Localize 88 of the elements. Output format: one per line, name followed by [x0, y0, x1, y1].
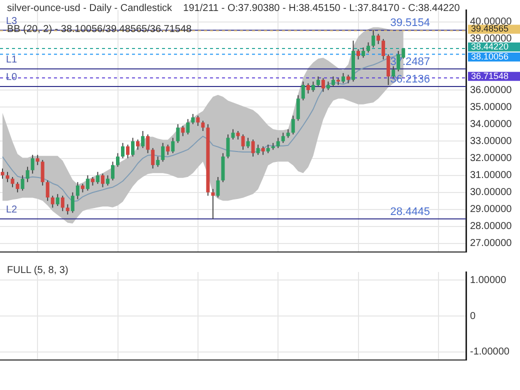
candlestick [56, 194, 60, 206]
candlestick [211, 188, 215, 220]
candlestick [40, 159, 44, 186]
candlestick [316, 76, 320, 88]
ref-line-label: L1 [6, 54, 18, 66]
candlestick [176, 124, 180, 144]
candlestick [241, 134, 245, 150]
candlestick [136, 139, 140, 150]
candlestick [276, 137, 280, 149]
annotation: 36.2136 [390, 73, 430, 86]
candlestick [0, 168, 4, 180]
candlestick [46, 180, 50, 202]
candlestick [110, 161, 114, 181]
candlestick [366, 42, 370, 54]
candlestick [126, 144, 130, 159]
candlestick [382, 38, 386, 60]
candlestick [296, 94, 300, 122]
y-tick-label: 35.00000 [470, 102, 512, 113]
candlestick [311, 81, 315, 92]
candlestick [341, 72, 345, 84]
candlestick [362, 46, 366, 58]
candlestick [30, 154, 34, 174]
candlestick [16, 182, 20, 193]
candlestick [376, 33, 380, 45]
candlestick [181, 125, 185, 137]
candlestick [251, 139, 255, 158]
candlestick [221, 152, 225, 183]
candlestick [321, 78, 325, 92]
candlestick [166, 144, 170, 156]
candlestick [20, 174, 24, 192]
y-tick-label: 34.00000 [470, 118, 512, 130]
candlestick [100, 173, 104, 188]
candlestick [50, 195, 54, 208]
candlestick [26, 166, 30, 183]
y-tick-label: 30.00000 [470, 187, 512, 198]
candlestick [106, 174, 110, 186]
y-tick-label: 31.00000 [470, 170, 512, 182]
candlestick [281, 132, 285, 144]
y-tick-label: 33.00000 [470, 136, 512, 147]
y-tick-label: 0 [470, 310, 476, 322]
candlestick [226, 134, 230, 159]
candlestick [186, 118, 190, 135]
candlestick [156, 156, 160, 168]
candlestick [201, 120, 205, 132]
chart-title: silver-ounce-usd - Daily - Candlestick 191/211 - O:37.90380 - H:38.45150 - L:37.84170 - C:38.44220 [7, 2, 460, 14]
y-tick-label: 27.00000 [470, 238, 512, 250]
candlestick [301, 81, 305, 101]
ref-line-label: L2 [6, 204, 18, 216]
candlestick [216, 176, 220, 198]
candlestick [60, 195, 64, 212]
y-tick-label: 1.00000 [470, 274, 507, 286]
candlestick [76, 182, 80, 200]
candlestick [306, 82, 310, 94]
candlestick [86, 174, 90, 192]
annotation: 28.4445 [390, 206, 430, 218]
ref-line-label: 38.44220 [471, 41, 509, 52]
candlestick [291, 115, 295, 135]
ref-line-label: 38.10056 [471, 51, 509, 62]
candlestick [231, 128, 235, 140]
candlestick [116, 152, 120, 168]
candlestick [171, 137, 175, 154]
candlestick [246, 137, 250, 149]
candlestick [256, 144, 260, 156]
chart-title: FULL (5, 8, 3) [7, 264, 68, 276]
ref-line-label: 36.71548 [471, 70, 509, 81]
y-tick-label: -1.00000 [470, 346, 510, 358]
ref-line-label: L0 [6, 72, 18, 84]
candlestick [70, 192, 74, 214]
candlestick [131, 137, 135, 158]
candlestick [151, 148, 155, 169]
y-tick-label: 29.00000 [470, 204, 512, 216]
candlestick [372, 30, 376, 48]
candlestick [331, 76, 335, 88]
candlestick [96, 171, 100, 184]
y-tick-label: 32.00000 [470, 153, 512, 164]
y-tick-label: 28.00000 [470, 221, 512, 232]
candlestick [10, 176, 14, 188]
candlestick [141, 130, 145, 149]
annotation: 39.5154 [390, 17, 430, 30]
candlestick [196, 115, 200, 126]
candlestick [386, 54, 390, 86]
candlestick [121, 142, 125, 159]
candlestick [146, 134, 150, 154]
candlestick [161, 142, 165, 162]
candlestick [191, 113, 195, 125]
candlestick [66, 204, 70, 216]
y-tick-label: 36.00000 [470, 84, 512, 96]
candlestick [356, 48, 360, 60]
